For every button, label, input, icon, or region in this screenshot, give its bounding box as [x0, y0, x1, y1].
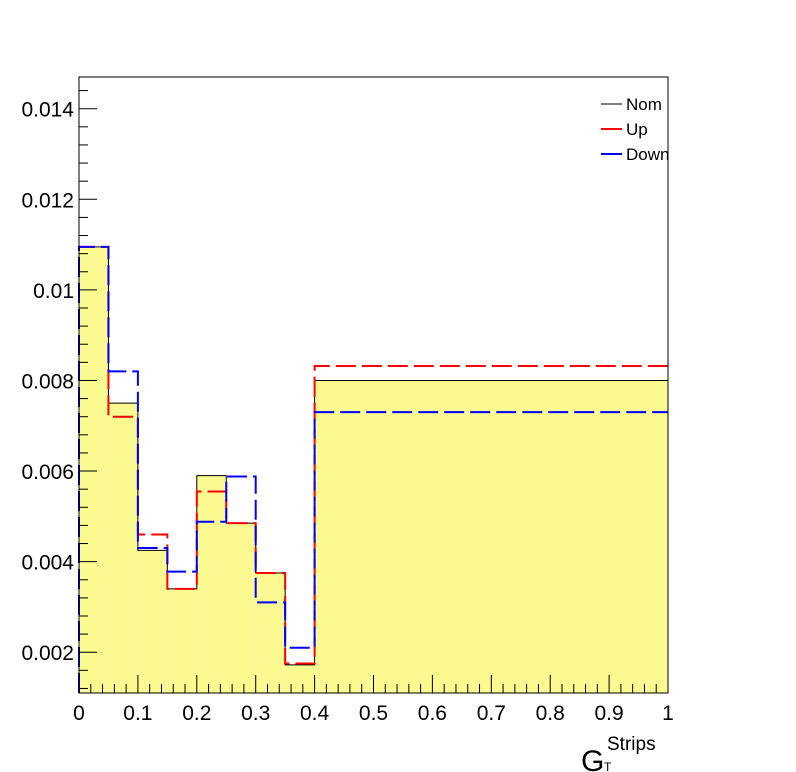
x-tick-label-5: 0.5: [359, 702, 388, 725]
x-axis-label-superscript: Strips: [607, 734, 656, 755]
histogram-layer: [78, 245, 668, 693]
nom-bar-6: [255, 572, 286, 693]
x-tick-label-6: 0.6: [418, 702, 447, 725]
x-tick-label-10: 1: [662, 702, 674, 725]
x-tick-label-8: 0.8: [536, 702, 565, 725]
y-tick-label-5: 0.012: [21, 189, 74, 212]
series-line-down: [78, 245, 668, 693]
legend-label-down: Down: [626, 145, 669, 164]
y-tick-label-1: 0.004: [21, 552, 74, 575]
x-tick-label-1: 0.1: [123, 702, 152, 725]
x-tick-label-0: 0: [73, 702, 85, 725]
legend-label-nom: Nom: [626, 95, 662, 114]
legend-label-up: Up: [626, 120, 648, 139]
x-tick-label-7: 0.7: [477, 702, 506, 725]
y-tick-label-0: 0.002: [21, 642, 74, 665]
x-tick-label-4: 0.4: [300, 702, 330, 725]
y-tick-label-2: 0.006: [21, 461, 74, 484]
legend: Nom Up Down: [601, 95, 669, 164]
nom-bar-3: [167, 588, 197, 693]
nom-bar-2: [137, 550, 168, 693]
x-tick-label-9: 0.9: [594, 702, 623, 725]
x-axis-label-subscript: T: [604, 760, 612, 772]
nom-bar-4: [196, 475, 227, 693]
y-tick-label-6: 0.014: [21, 99, 74, 122]
nom-bar-1: [108, 403, 138, 693]
y-axis: 0.002 0.004 0.006 0.008 0.01 0.012 0.014: [21, 90, 97, 689]
nom-bar-5: [226, 523, 256, 693]
nom-bar-0: [79, 246, 109, 693]
x-tick-label-3: 0.3: [241, 702, 270, 725]
x-tick-label-2: 0.2: [182, 702, 211, 725]
y-tick-label-4: 0.01: [33, 280, 74, 303]
series-line-up: [78, 245, 668, 693]
nom-bar-7: [285, 664, 315, 693]
nom-bar-8: [314, 380, 668, 693]
x-axis: 0 0.1 0.2 0.3 0.4 0.5 0.6 0.7 0.8 0.9 1: [73, 675, 674, 725]
x-axis-label: G: [581, 745, 604, 772]
y-tick-label-3: 0.008: [21, 370, 74, 393]
